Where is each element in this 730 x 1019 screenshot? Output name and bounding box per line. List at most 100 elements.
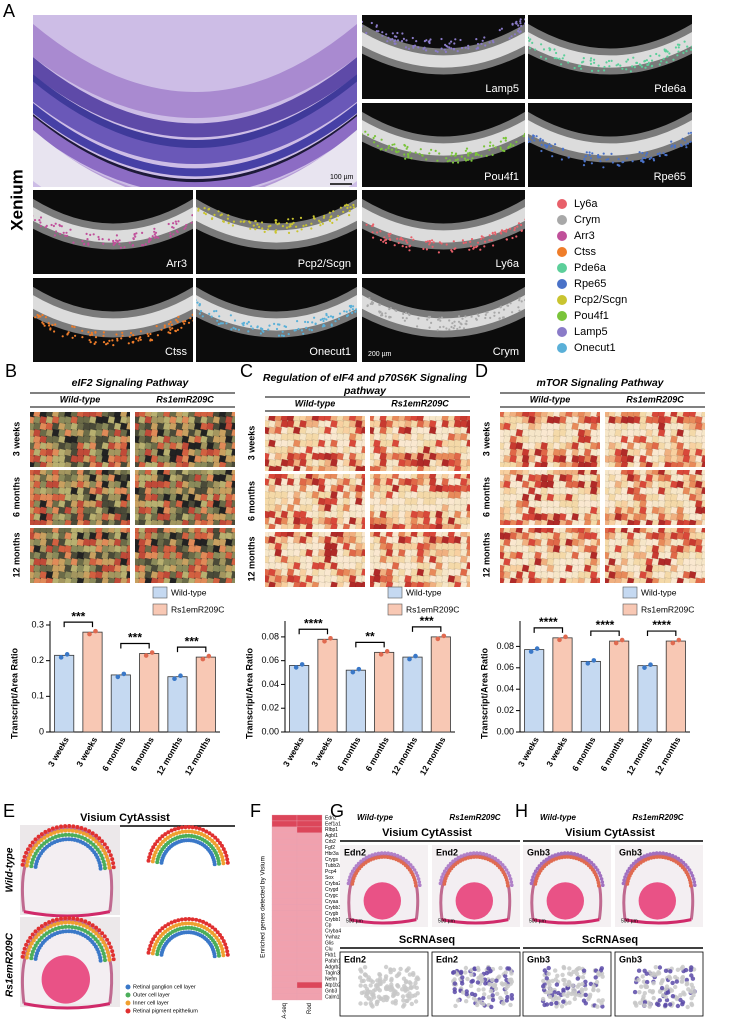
legend-label: Lamp5 xyxy=(574,326,608,338)
marker-dot xyxy=(625,157,629,160)
spot xyxy=(193,922,198,927)
spot xyxy=(80,927,84,932)
heatmap-cell xyxy=(361,432,365,442)
bar-point xyxy=(64,652,70,657)
marker-dot xyxy=(440,316,443,319)
spot xyxy=(59,920,64,925)
scale-bar-label: 100 µm xyxy=(330,174,354,181)
spot xyxy=(493,856,498,861)
spatial-heatmap xyxy=(265,416,365,471)
tile-layer xyxy=(33,206,193,243)
marker-dot xyxy=(296,230,299,233)
marker-dot xyxy=(254,228,257,231)
marker-dot xyxy=(370,21,373,25)
spot xyxy=(172,827,177,832)
marker-dot xyxy=(252,224,255,227)
marker-dot xyxy=(431,239,434,242)
marker-dot xyxy=(184,320,187,323)
heatmap-cell xyxy=(231,486,235,496)
marker-dot xyxy=(319,221,322,224)
spot xyxy=(376,851,381,856)
row-label: Crygb xyxy=(325,911,339,917)
marker-dot xyxy=(135,232,138,235)
spot xyxy=(415,874,420,878)
heatmap-cell xyxy=(361,523,365,529)
heatmap-cell xyxy=(271,934,298,941)
marker-dot xyxy=(644,59,647,63)
marker-dot xyxy=(401,245,404,248)
marker-dot xyxy=(431,245,434,248)
marker-dot xyxy=(499,306,502,309)
heatmap-cell xyxy=(361,474,365,480)
spot xyxy=(98,866,103,871)
row-label: 6 months xyxy=(481,477,491,517)
heatmap-cell xyxy=(296,904,323,911)
marker-dot xyxy=(644,66,647,69)
marker-dot xyxy=(493,314,496,317)
marker-dot xyxy=(204,213,207,216)
marker-dot xyxy=(48,324,51,327)
row-label: Adgrb3 xyxy=(325,965,341,971)
marker-dot xyxy=(311,321,314,324)
marker-dot xyxy=(524,22,525,25)
marker-dot xyxy=(42,322,45,325)
heatmap-cell xyxy=(466,426,470,435)
marker-dot xyxy=(258,225,261,229)
heatmap-cell xyxy=(231,428,235,438)
legend-label: Rpe65 xyxy=(574,278,606,290)
spot xyxy=(111,861,116,866)
marker-dot xyxy=(692,139,694,141)
spot xyxy=(221,953,226,958)
marker-dot xyxy=(465,320,468,323)
legend-swatch xyxy=(557,199,567,209)
marker-dot xyxy=(391,32,394,35)
spot xyxy=(29,952,34,957)
marker-dot xyxy=(500,27,503,30)
marker-dot xyxy=(434,49,437,53)
marker-dot xyxy=(280,334,284,337)
marker-dot xyxy=(510,35,513,38)
marker-dot xyxy=(476,42,480,46)
marker-dot xyxy=(302,224,305,227)
legend-label: Rs1emR209C xyxy=(641,604,694,614)
heatmap-cell xyxy=(701,506,705,515)
bar-point xyxy=(58,655,64,660)
spot xyxy=(63,916,68,921)
marker-dot xyxy=(89,233,92,236)
marker-dot xyxy=(524,218,525,221)
column-label: Rod xyxy=(307,1003,313,1014)
heatmap-cell xyxy=(701,428,705,438)
marker-dot xyxy=(102,341,106,344)
xenium-tile xyxy=(362,15,525,99)
panel-label: A xyxy=(3,1,15,21)
marker-dot xyxy=(484,313,487,316)
row-label: Crygc xyxy=(325,893,339,899)
marker-dot xyxy=(407,156,410,159)
spot xyxy=(352,876,356,881)
heatmap-cell xyxy=(271,850,298,857)
significance-label: **** xyxy=(596,618,615,632)
heatmap-cell xyxy=(271,820,298,828)
spot xyxy=(475,851,479,855)
marker-dot xyxy=(194,311,196,313)
marker-dot xyxy=(638,151,641,154)
marker-dot xyxy=(381,312,384,315)
marker-dot xyxy=(448,42,451,45)
spot xyxy=(374,856,379,860)
spot xyxy=(30,857,35,862)
spot xyxy=(406,860,411,865)
spot xyxy=(176,826,181,831)
marker-dot xyxy=(633,66,637,69)
spot xyxy=(196,923,201,927)
marker-dot xyxy=(405,245,408,249)
heatmap-cell xyxy=(296,832,323,840)
heatmap-cell xyxy=(126,551,130,560)
marker-dot xyxy=(297,327,300,331)
heatmap-cell xyxy=(126,422,130,431)
spot xyxy=(42,835,47,840)
heatmap-cell xyxy=(466,452,470,461)
marker-dot xyxy=(329,216,332,219)
spot xyxy=(20,954,25,959)
marker-dot xyxy=(169,328,172,331)
marker-dot xyxy=(500,232,503,235)
